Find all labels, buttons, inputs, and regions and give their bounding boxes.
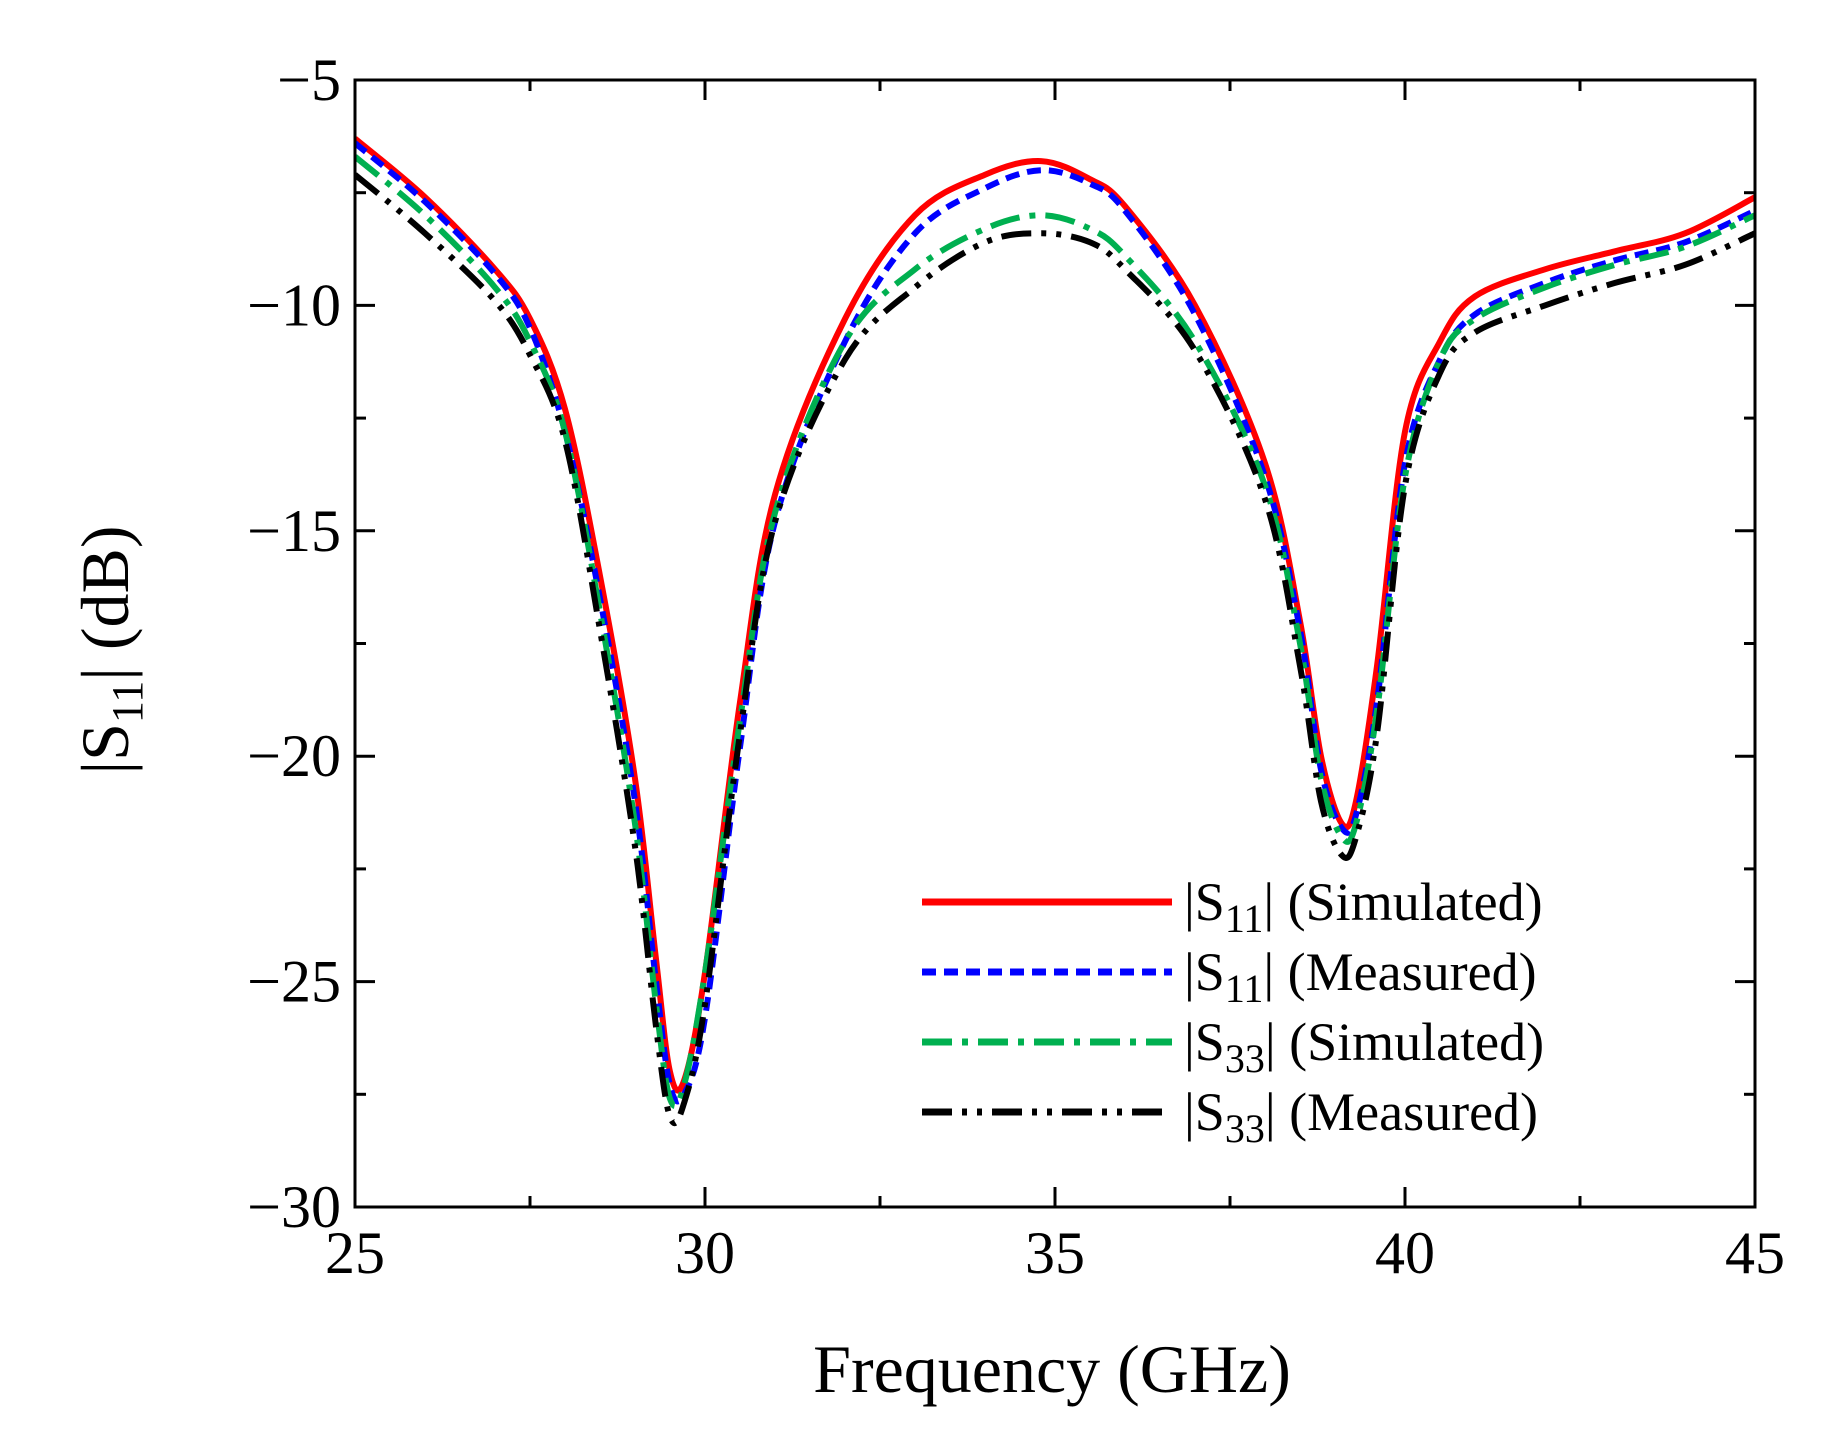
legend-label-prefix: |S — [1184, 1012, 1225, 1072]
y-axis-ticks — [355, 78, 1755, 1209]
y-tick-labels: −5 −10 −15 −20 −25 −30 — [247, 47, 341, 1240]
legend-label-suffix: | (Simulated) — [1263, 872, 1542, 932]
x-axis-ticks — [353, 80, 1757, 1207]
legend-label-3: |S33| (Simulated) — [1184, 1012, 1544, 1081]
x-tick-label: 25 — [325, 1220, 385, 1286]
x-tick-label: 40 — [1375, 1220, 1435, 1286]
x-axis-title: Frequency (GHz) — [813, 1331, 1291, 1407]
y-tick-label: −10 — [247, 272, 341, 338]
y-tick-label: −5 — [277, 47, 341, 113]
legend-label-subscript: 33 — [1225, 1106, 1265, 1151]
y-axis-title: |S11| (dB) — [67, 525, 152, 774]
legend-label-2: |S11| (Measured) — [1184, 942, 1537, 1011]
y-axis-title-suffix: | (dB) — [67, 525, 143, 680]
plot-frame — [353, 78, 1757, 1209]
y-axis-title-subscript: 11 — [103, 681, 152, 723]
y-tick-label: −25 — [247, 949, 341, 1015]
series-line-4 — [355, 172, 1755, 1127]
series-layer — [355, 136, 1755, 1127]
y-tick-label: −20 — [247, 723, 341, 789]
x-tick-label: 45 — [1725, 1220, 1785, 1286]
series-line-1 — [355, 136, 1755, 1094]
y-tick-label: −15 — [247, 498, 341, 564]
x-tick-label: 35 — [1025, 1220, 1085, 1286]
x-tick-label: 30 — [675, 1220, 735, 1286]
series-line-3 — [355, 154, 1755, 1109]
legend-label-4: |S33| (Measured) — [1184, 1082, 1538, 1151]
legend: |S11| (Simulated)|S11| (Measured)|S33| (… — [922, 872, 1544, 1151]
legend-label-subscript: 11 — [1225, 896, 1264, 941]
y-axis-title-prefix: |S — [67, 723, 143, 774]
legend-label-prefix: |S — [1184, 872, 1225, 932]
legend-label-suffix: | (Measured) — [1265, 1082, 1538, 1142]
legend-label-suffix: | (Simulated) — [1265, 1012, 1544, 1072]
legend-label-subscript: 33 — [1225, 1036, 1265, 1081]
legend-label-prefix: |S — [1184, 1082, 1225, 1142]
legend-label-1: |S11| (Simulated) — [1184, 872, 1543, 941]
x-tick-labels: 25 30 35 40 45 — [325, 1220, 1785, 1286]
legend-label-subscript: 11 — [1225, 966, 1264, 1011]
legend-label-suffix: | (Measured) — [1263, 942, 1536, 1002]
legend-label-prefix: |S — [1184, 942, 1225, 1002]
y-tick-label: −30 — [247, 1174, 341, 1240]
